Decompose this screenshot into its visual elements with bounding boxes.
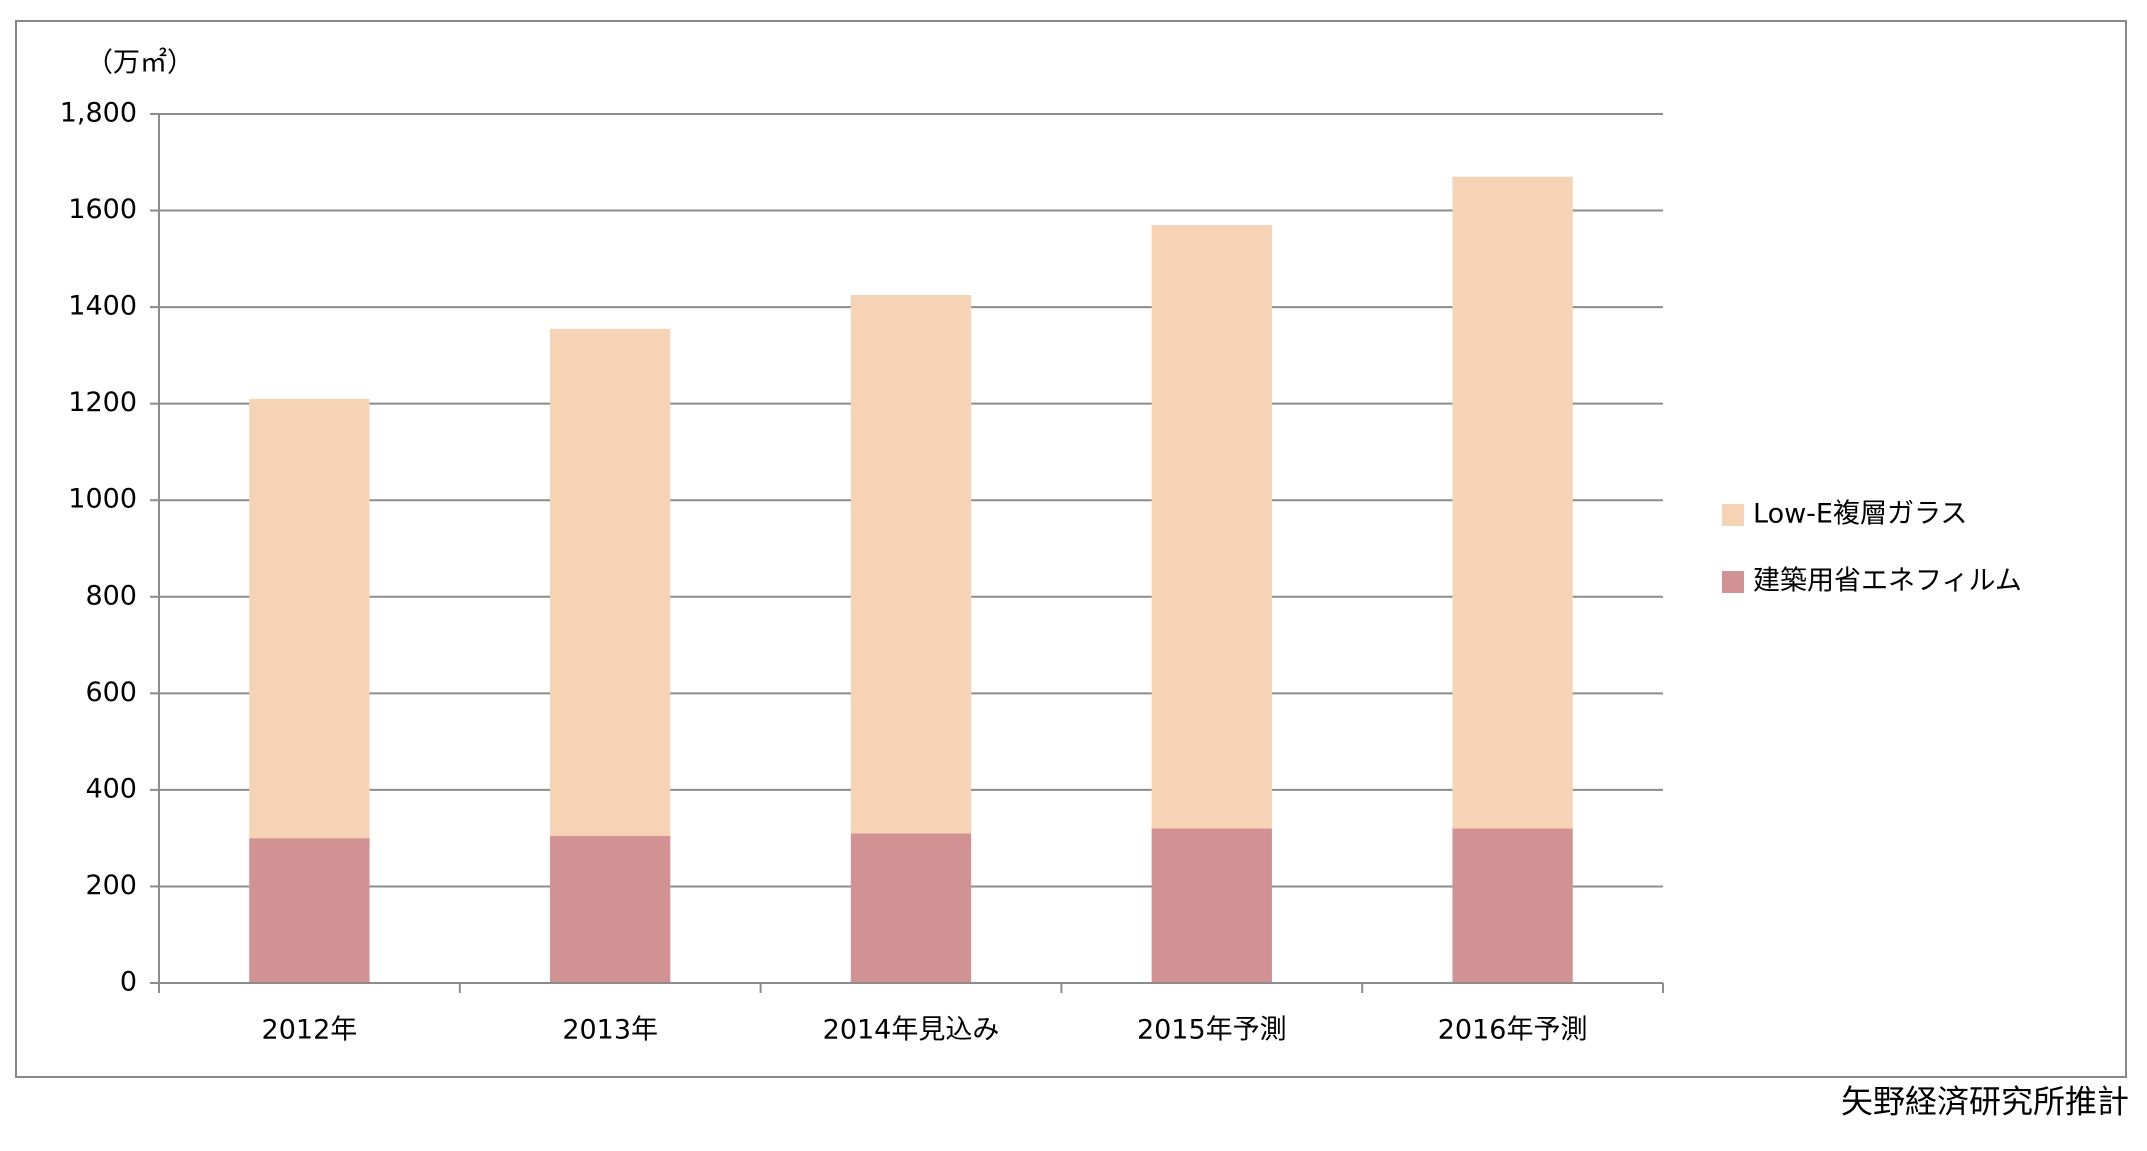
bar-segment (850, 833, 972, 983)
legend-label: 建築用省エネフィルム (1753, 566, 2022, 597)
x-tick-label: 2015年予測 (1137, 1015, 1287, 1046)
bar-segment (1151, 225, 1272, 829)
chart-border (15, 20, 2127, 1078)
legend-label: Low-E複層ガラス (1753, 499, 1967, 530)
x-tick-label: 2016年予測 (1438, 1015, 1588, 1046)
legend-swatch (1722, 571, 1744, 593)
y-tick-label: 1200 (68, 387, 137, 418)
bar-segment (1452, 828, 1573, 983)
y-tick-label: 0 (120, 967, 137, 998)
y-tick-label: 400 (85, 773, 137, 804)
y-tick-label: 800 (85, 580, 137, 611)
y-tick-label: 1000 (68, 484, 137, 515)
y-tick-label: 600 (85, 677, 137, 708)
legend-swatch (1722, 504, 1744, 526)
bar-segment (1452, 176, 1573, 829)
bar-segment (249, 838, 370, 983)
x-tick-label: 2014年見込み (823, 1015, 1000, 1046)
y-tick-label: 1600 (68, 194, 137, 225)
bar-segment (850, 295, 972, 834)
x-tick-label: 2012年 (262, 1015, 358, 1046)
y-tick-label: 1,800 (60, 98, 137, 129)
x-tick-label: 2013年 (562, 1015, 658, 1046)
bar-segment (1151, 828, 1272, 983)
y-tick-label: 1400 (68, 291, 137, 322)
y-axis-label: （万㎡） (86, 48, 194, 79)
bar-segment (550, 835, 671, 983)
source-note: 矢野経済研究所推計 (1841, 1083, 2129, 1121)
y-tick-label: 200 (85, 870, 137, 901)
bar-segment (550, 328, 671, 836)
bar-segment (249, 398, 370, 839)
